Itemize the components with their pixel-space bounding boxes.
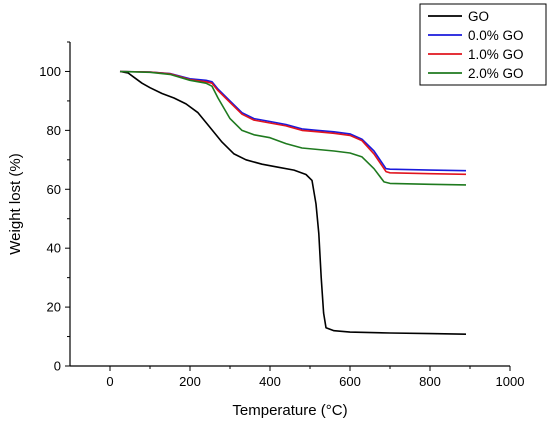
- y-tick-label: 100: [39, 64, 61, 79]
- y-tick-label: 60: [47, 182, 61, 197]
- series-line-2: [119, 70, 467, 176]
- y-tick-label: 80: [47, 123, 61, 138]
- legend: GO 0.0% GO 1.0% GO 2.0% GO: [419, 3, 547, 86]
- legend-label: 0.0% GO: [468, 28, 524, 43]
- series-line-1: [119, 70, 467, 172]
- y-axis-label: Weight lost (%): [7, 153, 24, 254]
- plot-lines: [119, 70, 467, 335]
- y-tick-label: 40: [47, 241, 61, 256]
- axes: 0 200 400 600 800 1000 0 20 40 60 80 100: [39, 41, 525, 389]
- legend-label: 2.0% GO: [468, 66, 524, 81]
- x-tick-label: 200: [179, 374, 201, 389]
- x-tick-label: 400: [259, 374, 281, 389]
- legend-label: GO: [468, 9, 489, 24]
- series-line-0: [119, 70, 467, 335]
- y-tick-label: 0: [54, 359, 61, 374]
- legend-box: [419, 3, 547, 86]
- x-tick-label: 0: [106, 374, 113, 389]
- legend-label: 1.0% GO: [468, 47, 524, 62]
- x-axis-label: Temperature (°C): [232, 402, 347, 419]
- y-tick-label: 20: [47, 300, 61, 315]
- x-tick-label: 600: [339, 374, 361, 389]
- x-tick-label: 800: [419, 374, 441, 389]
- series-line-3: [119, 70, 467, 186]
- x-tick-label: 1000: [496, 374, 525, 389]
